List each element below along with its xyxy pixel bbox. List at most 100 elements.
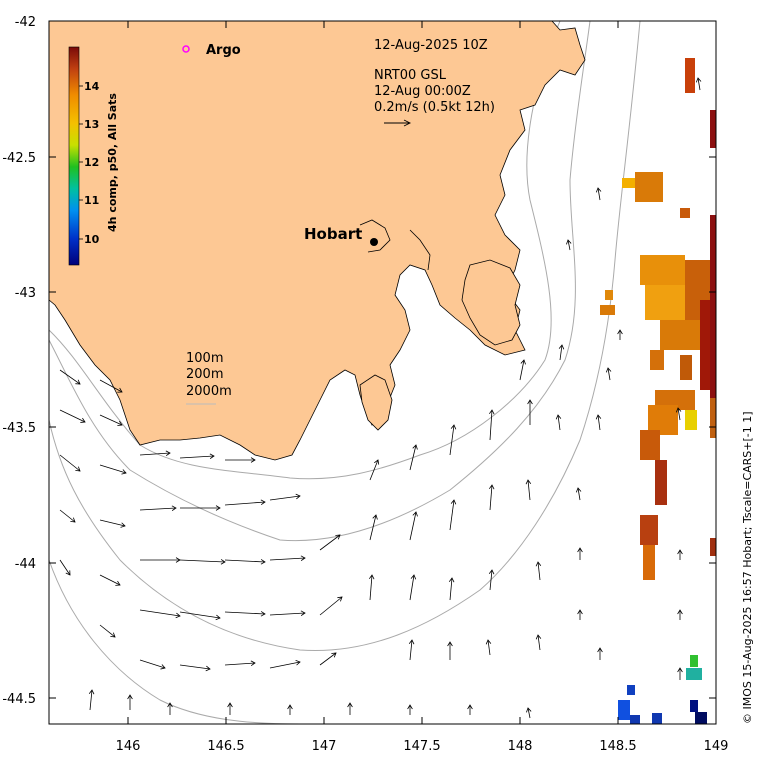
current-vector-head (167, 702, 173, 708)
contour-legend-2000m: 2000m (186, 384, 232, 399)
contour-legend-100m: 100m (186, 351, 223, 366)
current-vector (449, 577, 453, 601)
current-vector (369, 514, 377, 541)
colorbar-tick-13: 13 (84, 118, 99, 131)
sst-pixels (600, 58, 716, 724)
current-vector-head (374, 459, 380, 465)
current-vector-head (577, 547, 583, 553)
bruny-island (359, 374, 393, 431)
current-vector-head (520, 359, 526, 365)
current-vector (179, 559, 226, 563)
current-vector (577, 487, 581, 501)
current-vector (489, 409, 493, 441)
current-vector (449, 499, 455, 531)
y-axis-ticks (49, 156, 716, 699)
current-vector (99, 414, 123, 426)
current-vector-head (250, 457, 256, 463)
current-vector-head (467, 704, 473, 710)
current-vector-head (295, 493, 301, 500)
colorbar-tick-12: 12 (84, 156, 99, 169)
current-vector-head (260, 499, 266, 506)
current-vector-head (215, 614, 221, 621)
current-vector (677, 407, 681, 421)
contour-2000m (48, 20, 641, 652)
current-vector (489, 484, 493, 511)
current-vector-head (575, 487, 582, 493)
current-vector (59, 409, 86, 423)
x-axis-ticks (127, 21, 619, 724)
current-vector-head (526, 707, 532, 713)
x-tick-149: 149 (704, 739, 729, 754)
vector-scale-label: 0.2m/s (0.5kt 12h) (374, 100, 495, 115)
current-vector-head (300, 610, 306, 616)
current-vector (269, 557, 306, 561)
current-vector (697, 77, 701, 91)
current-vector (224, 559, 266, 563)
current-vector-head (577, 609, 583, 615)
current-vector (409, 444, 417, 471)
current-vector-head (558, 344, 565, 350)
current-vector-head (88, 689, 95, 695)
y-tick-42: -42 (15, 15, 36, 30)
current-vector-head (488, 484, 495, 490)
current-vector (489, 569, 493, 591)
current-vector-head (485, 639, 492, 645)
current-vector-head (331, 652, 337, 658)
current-vector-head (347, 702, 353, 708)
current-vector (369, 459, 379, 481)
current-vector (319, 534, 341, 551)
current-vector-head (368, 574, 375, 580)
colorbar (68, 46, 80, 266)
current-vector (179, 611, 221, 619)
current-vector (519, 359, 525, 381)
colorbar-tick-11: 11 (84, 194, 99, 207)
product-name: NRT00 GSL (374, 68, 447, 83)
current-vector (139, 659, 166, 669)
current-vector-head (448, 577, 455, 583)
tasman-peninsula (461, 259, 521, 346)
current-vector-head (260, 559, 266, 565)
current-vector (224, 501, 266, 506)
current-vector-head (337, 596, 343, 602)
current-vector-head (535, 561, 542, 567)
current-vector-head (335, 534, 341, 540)
current-vector (319, 652, 337, 666)
current-vector-head (171, 505, 177, 511)
x-tick-148-5: 148.5 (599, 739, 636, 754)
current-vector-head (260, 611, 266, 617)
current-vector (269, 661, 301, 669)
contour-2000m-outer (48, 559, 301, 725)
current-vector-head (75, 466, 81, 472)
current-vector-head (220, 559, 226, 565)
current-vector (99, 574, 121, 586)
current-vector-head (595, 414, 602, 420)
current-vector-head (450, 424, 457, 430)
current-vector-head (408, 639, 415, 645)
current-vector (597, 414, 601, 431)
hobart-marker (370, 238, 378, 246)
current-vector-head (677, 609, 683, 615)
argo-legend-marker (182, 45, 190, 53)
x-tick-148: 148 (508, 739, 533, 754)
current-vector (179, 664, 211, 670)
current-vector-head (617, 329, 623, 335)
hobart-label: Hobart (304, 225, 362, 243)
current-vector (449, 424, 455, 456)
current-vector-head (227, 702, 233, 708)
current-vector-head (566, 239, 572, 245)
current-vector-head (205, 665, 211, 672)
current-vector (179, 455, 215, 459)
current-vector-head (527, 399, 533, 405)
current-vector-head (525, 479, 532, 485)
current-vector (139, 609, 181, 617)
colorbar-ticks (79, 85, 83, 240)
current-vector-head (489, 409, 495, 415)
current-vector (99, 519, 126, 527)
vector-scale-arrow (384, 119, 412, 127)
current-vector-head (410, 574, 417, 580)
current-vector-head (677, 549, 683, 555)
current-vector-head (165, 450, 171, 456)
current-vector (409, 574, 415, 601)
current-vector-head (120, 522, 126, 528)
current-vector-head (115, 580, 121, 586)
